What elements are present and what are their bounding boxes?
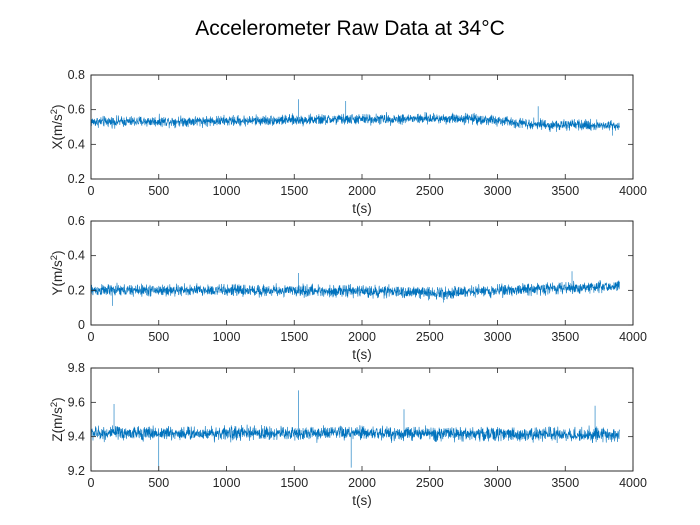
- y-axis-label-tail: ): [50, 250, 65, 255]
- x-tick-label: 3500: [551, 476, 579, 490]
- x-tick-label: 3000: [484, 330, 512, 344]
- x-tick-label: 2000: [348, 330, 376, 344]
- y-tick-label: 0: [78, 318, 85, 332]
- series-line-z: [91, 390, 620, 471]
- x-tick-label: 3000: [484, 476, 512, 490]
- chart-title: Accelerometer Raw Data at 34°C: [195, 17, 505, 40]
- x-tick-label: 1500: [280, 184, 308, 198]
- y-tick-label: 9.6: [68, 395, 85, 409]
- x-tick-label: 3500: [551, 330, 579, 344]
- x-axis-label: t(s): [352, 201, 372, 216]
- x-tick-label: 500: [148, 184, 169, 198]
- y-axis-label-superscript: 2: [49, 255, 60, 260]
- x-tick-label: 4000: [619, 330, 647, 344]
- x-tick-label: 0: [88, 330, 95, 344]
- y-tick-label: 0.4: [68, 249, 85, 263]
- axes-box-z: [90, 367, 634, 472]
- x-tick-label: 3000: [484, 184, 512, 198]
- y-axis-label: X(m/s2): [49, 104, 65, 149]
- x-tick-label: 1500: [280, 330, 308, 344]
- x-tick-label: 500: [148, 330, 169, 344]
- x-tick-label: 1500: [280, 476, 308, 490]
- y-axis-label: Y(m/s2): [49, 250, 65, 295]
- y-axis-label-superscript: 2: [49, 109, 60, 114]
- x-tick-label: 2500: [416, 330, 444, 344]
- y-tick-label: 0.6: [68, 103, 85, 117]
- x-tick-label: 500: [148, 476, 169, 490]
- y-tick-label: 0.8: [68, 68, 85, 82]
- axes-box-y: [90, 220, 634, 326]
- x-tick-label: 1000: [213, 476, 241, 490]
- x-axis-label: t(s): [352, 347, 372, 362]
- x-tick-label: 1000: [213, 184, 241, 198]
- y-tick-label: 0.4: [68, 137, 85, 151]
- x-tick-label: 0: [88, 476, 95, 490]
- y-axis-label-tail: ): [50, 104, 65, 109]
- y-tick-label: 0.6: [68, 214, 85, 228]
- x-tick-label: 0: [88, 184, 95, 198]
- axes-box-x: [90, 74, 634, 180]
- x-tick-label: 2500: [416, 184, 444, 198]
- x-tick-label: 2000: [348, 184, 376, 198]
- y-tick-label: 0.2: [68, 172, 85, 186]
- y-axis-label-base: X(m/s: [50, 114, 65, 149]
- y-tick-label: 0.2: [68, 283, 85, 297]
- y-axis-label-base: Z(m/s: [50, 407, 65, 442]
- subplots-group: 0 500 1000 1500 2000 2500 3000 3500 40000.20.40.…: [49, 68, 647, 508]
- y-axis-label-base: Y(m/s: [50, 260, 65, 295]
- x-axis-label: t(s): [352, 493, 372, 508]
- y-tick-label: 9.4: [68, 430, 85, 444]
- y-axis-label-tail: ): [50, 397, 65, 402]
- subplot-x: 0 500 1000 1500 2000 2500 3000 3500 4000 0.2 0.4 0.…: [49, 68, 647, 216]
- y-axis-label: Z(m/s2): [49, 397, 65, 441]
- y-tick-label: 9.8: [68, 361, 85, 375]
- subplot-y: 0 500 1000 1500 2000 2500 3000 3500 4000 0 0.2 0.4 0…: [49, 214, 647, 362]
- series-line-x: [91, 99, 620, 136]
- y-tick-label: 9.2: [68, 464, 85, 478]
- x-tick-label: 4000: [619, 184, 647, 198]
- x-tick-label: 2500: [416, 476, 444, 490]
- y-axis-label-superscript: 2: [49, 402, 60, 407]
- x-tick-label: 4000: [619, 476, 647, 490]
- subplot-z: 0 500 1000 1500 2000 2500 3000 3500 4000 9.2 9.4 9.…: [49, 361, 647, 508]
- x-tick-label: 3500: [551, 184, 579, 198]
- series-line-y: [91, 271, 620, 306]
- x-tick-label: 2000: [348, 476, 376, 490]
- x-tick-label: 1000: [213, 330, 241, 344]
